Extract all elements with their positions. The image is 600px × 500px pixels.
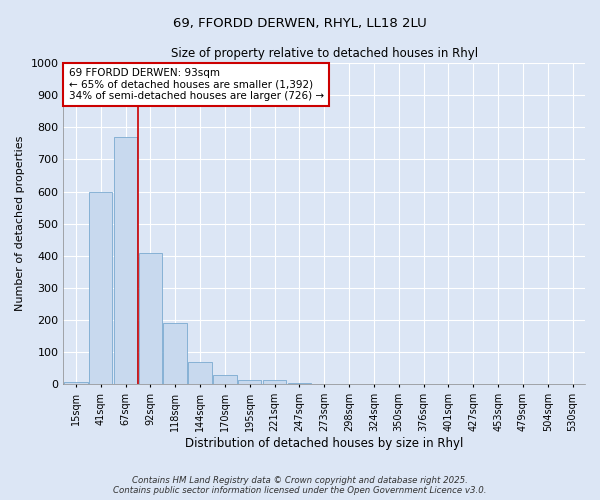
Title: Size of property relative to detached houses in Rhyl: Size of property relative to detached ho… [170, 48, 478, 60]
Bar [163, 324, 187, 384]
Bar [64, 382, 88, 384]
Bar [287, 383, 311, 384]
Bar [89, 192, 112, 384]
Bar [213, 375, 236, 384]
Y-axis label: Number of detached properties: Number of detached properties [15, 136, 25, 312]
X-axis label: Distribution of detached houses by size in Rhyl: Distribution of detached houses by size … [185, 437, 463, 450]
Bar [263, 380, 286, 384]
Bar [188, 362, 212, 384]
Bar [238, 380, 262, 384]
Text: Contains HM Land Registry data © Crown copyright and database right 2025.
Contai: Contains HM Land Registry data © Crown c… [113, 476, 487, 495]
Text: 69, FFORDD DERWEN, RHYL, LL18 2LU: 69, FFORDD DERWEN, RHYL, LL18 2LU [173, 18, 427, 30]
Bar [114, 137, 137, 384]
Text: 69 FFORDD DERWEN: 93sqm
← 65% of detached houses are smaller (1,392)
34% of semi: 69 FFORDD DERWEN: 93sqm ← 65% of detache… [68, 68, 324, 101]
Bar [139, 252, 162, 384]
